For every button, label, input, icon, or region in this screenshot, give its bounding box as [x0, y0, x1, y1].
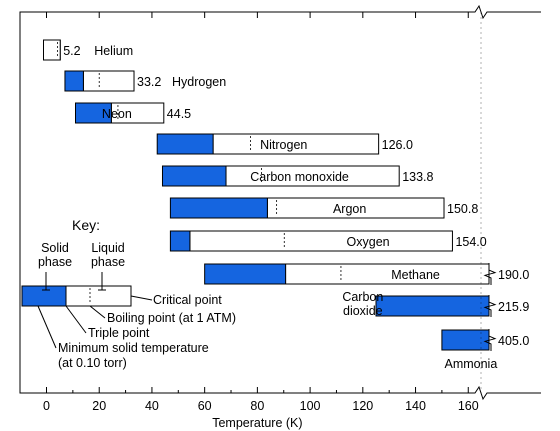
bar-break: [483, 329, 497, 351]
solid-bar: [74, 102, 112, 124]
plot-frame: [19, 11, 471, 394]
key-min-solid-label: Minimum solid temperature: [58, 341, 209, 355]
series-name: Argon: [333, 202, 366, 216]
bottom-axis-break: [471, 385, 541, 401]
key-triple-label: Triple point: [88, 326, 150, 340]
key-solid-bar: [21, 285, 67, 307]
series-carbon-dioxide: [375, 295, 497, 317]
bar-break: [483, 263, 497, 285]
x-tick-label: 40: [145, 399, 159, 413]
series-name: Neon: [102, 107, 132, 121]
solid-bar: [169, 197, 268, 219]
key-title: Key:: [72, 217, 100, 233]
solid-bar: [441, 329, 490, 351]
x-axis-label: Temperature (K): [212, 416, 302, 430]
critical-value-label: 405.0: [498, 334, 529, 348]
top-axis-break: [471, 4, 541, 20]
key-triple-line: [65, 305, 87, 334]
series-helium: [43, 39, 61, 61]
key-liquid-label: Liquid: [91, 241, 124, 255]
critical-value-label: 126.0: [382, 138, 413, 152]
series-nitrogen: [156, 133, 380, 155]
solid-bar: [375, 295, 490, 317]
key-critical-label: Critical point: [153, 293, 222, 307]
x-tick-label: 120: [352, 399, 373, 413]
series-name: dioxide: [343, 304, 383, 318]
solid-bar: [204, 263, 287, 285]
series-ammonia: [441, 329, 497, 351]
series-name: Helium: [94, 44, 133, 58]
solid-bar: [169, 230, 191, 252]
x-tick-label: 60: [198, 399, 212, 413]
solid-bar: [156, 133, 214, 155]
key-liquid-bar: [65, 285, 132, 307]
series-name: Hydrogen: [172, 75, 226, 89]
series-argon: [169, 197, 445, 219]
series-carbon-monoxide: [161, 165, 400, 187]
critical-value-label: 33.2: [137, 75, 161, 89]
x-tick-label: 0: [43, 399, 50, 413]
phase-bars: [43, 39, 497, 351]
solid-bar: [64, 70, 84, 92]
critical-value-label: 150.8: [447, 202, 478, 216]
key-min-solid-label: (at 0.10 torr): [58, 356, 127, 370]
x-axis: 0 20 40 60 80 100 120 140 160 Temperature (K): [19, 4, 541, 430]
key-solid-label: Solid: [41, 241, 69, 255]
series-labels: Helium 5.2 Hydrogen 33.2 Neon 44.5 Nitrogen 126…: [63, 44, 529, 371]
series-oxygen: [169, 230, 453, 252]
series-name: Carbon: [342, 290, 383, 304]
critical-value-label: 190.0: [498, 268, 529, 282]
series-hydrogen: [64, 70, 135, 92]
series-name: Oxygen: [347, 235, 390, 249]
critical-value-label: 154.0: [455, 235, 486, 249]
x-tick-label: 20: [92, 399, 106, 413]
critical-value-label: 215.9: [498, 300, 529, 314]
liquid-bar: [189, 230, 453, 252]
bar-break: [483, 295, 497, 317]
liquid-bar: [43, 39, 61, 61]
key-boiling-label: Boiling point (at 1 ATM): [107, 311, 236, 325]
series-name: Methane: [391, 268, 440, 282]
x-tick-label: 100: [300, 399, 321, 413]
series-neon: [74, 102, 165, 124]
key-liquid-pointer: [98, 272, 106, 291]
liquid-bar: [285, 263, 490, 285]
key-critical-line: [130, 295, 153, 301]
key-liquid-label: phase: [91, 255, 125, 269]
series-name: Nitrogen: [260, 138, 307, 152]
x-tick-label: 80: [250, 399, 264, 413]
critical-value-label: 44.5: [167, 107, 191, 121]
key-solid-label: phase: [38, 255, 72, 269]
liquid-bar: [82, 70, 135, 92]
series-name: Ammonia: [444, 357, 497, 371]
critical-value-label: 5.2: [63, 44, 80, 58]
key-solid-pointer: [42, 272, 50, 291]
key-boiling-line: [89, 305, 106, 319]
series-name: Carbon monoxide: [250, 170, 349, 184]
key-min-solid-line: [37, 305, 57, 349]
x-tick-label: 140: [405, 399, 426, 413]
x-tick-label: 160: [458, 399, 479, 413]
solid-bar: [161, 165, 227, 187]
critical-value-label: 133.8: [402, 170, 433, 184]
series-methane: [204, 263, 497, 285]
